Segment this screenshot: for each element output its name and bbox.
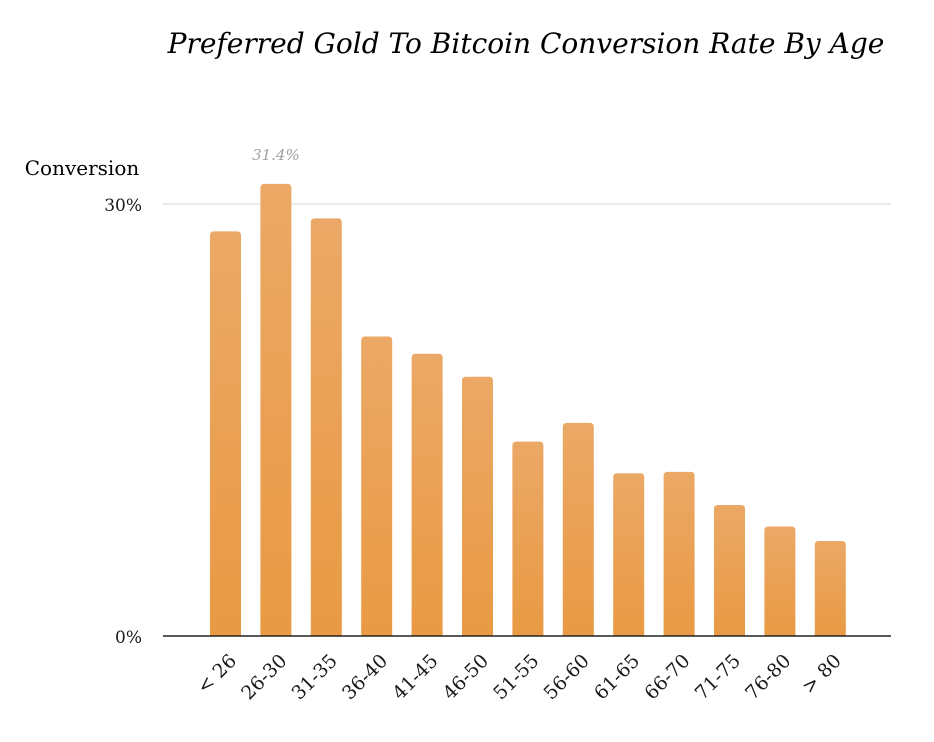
bar (714, 504, 745, 636)
bars (210, 183, 846, 637)
y-tick-labels: 0% 30% (104, 196, 142, 648)
bar (562, 422, 594, 636)
x-tick-label: 71-75 (691, 650, 745, 704)
x-tick-label: 56-60 (540, 650, 594, 704)
bar (663, 471, 695, 636)
x-tick-label: 46-50 (439, 650, 493, 704)
chart-title: Preferred Gold To Bitcoin Conversion Rat… (167, 27, 885, 60)
x-tick-label: 51-55 (489, 650, 543, 704)
x-tick-label: < 26 (193, 650, 241, 698)
x-tick-labels: < 2626-3031-3536-4041-4546-5051-5556-606… (193, 650, 846, 704)
bar (210, 231, 241, 637)
x-tick-label: 41-45 (388, 650, 442, 704)
data-label: 31.4% (252, 146, 300, 164)
x-tick-label: > 80 (798, 650, 846, 698)
x-tick-label: 36-40 (338, 650, 392, 704)
x-tick-label: 61-65 (590, 650, 644, 704)
bar (310, 218, 342, 636)
bar (814, 540, 846, 636)
x-tick-label: 66-70 (640, 650, 694, 704)
y-tick-label: 30% (104, 196, 142, 216)
bar (411, 353, 443, 636)
bar (764, 526, 796, 636)
y-tick-label: 0% (115, 628, 142, 648)
data-labels: 31.4% (252, 146, 300, 164)
bar (512, 441, 544, 636)
x-tick-label: 31-35 (288, 650, 342, 704)
bar (462, 376, 493, 636)
bar (613, 473, 645, 636)
x-tick-label: 26-30 (237, 650, 291, 704)
y-axis-label: Conversion (25, 156, 140, 180)
bar (260, 183, 292, 636)
bar (361, 336, 393, 636)
x-tick-label: 76-80 (741, 650, 795, 704)
